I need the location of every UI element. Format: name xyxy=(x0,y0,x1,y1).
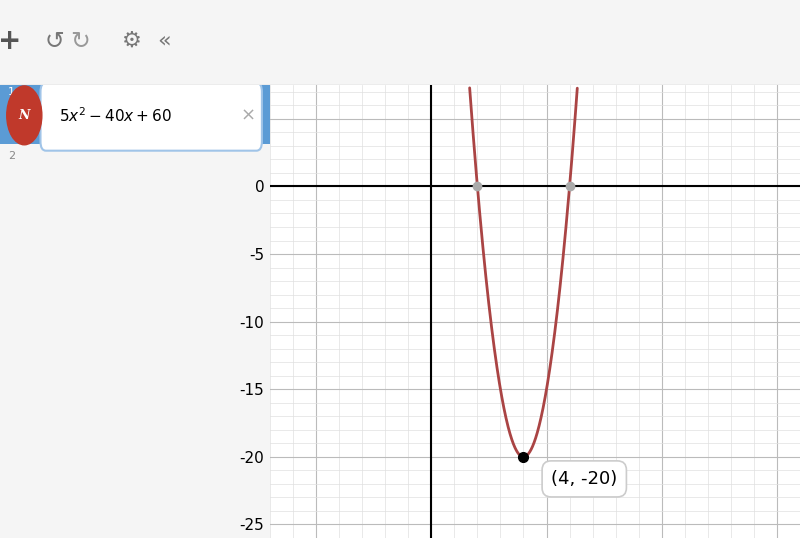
Text: 2: 2 xyxy=(8,151,15,161)
Text: ↻: ↻ xyxy=(70,29,90,53)
FancyBboxPatch shape xyxy=(41,83,262,151)
Text: +: + xyxy=(0,27,22,55)
Text: ×: × xyxy=(241,107,256,125)
Text: 1: 1 xyxy=(8,87,15,97)
Text: ↺: ↺ xyxy=(45,29,64,53)
FancyBboxPatch shape xyxy=(0,85,270,144)
Circle shape xyxy=(6,86,42,145)
Text: (4, -20): (4, -20) xyxy=(551,470,618,488)
Text: «: « xyxy=(157,31,171,51)
Text: $5x^2 - 40x + 60$: $5x^2 - 40x + 60$ xyxy=(59,107,172,125)
Text: ⚙: ⚙ xyxy=(122,31,142,51)
Text: N: N xyxy=(18,109,30,122)
